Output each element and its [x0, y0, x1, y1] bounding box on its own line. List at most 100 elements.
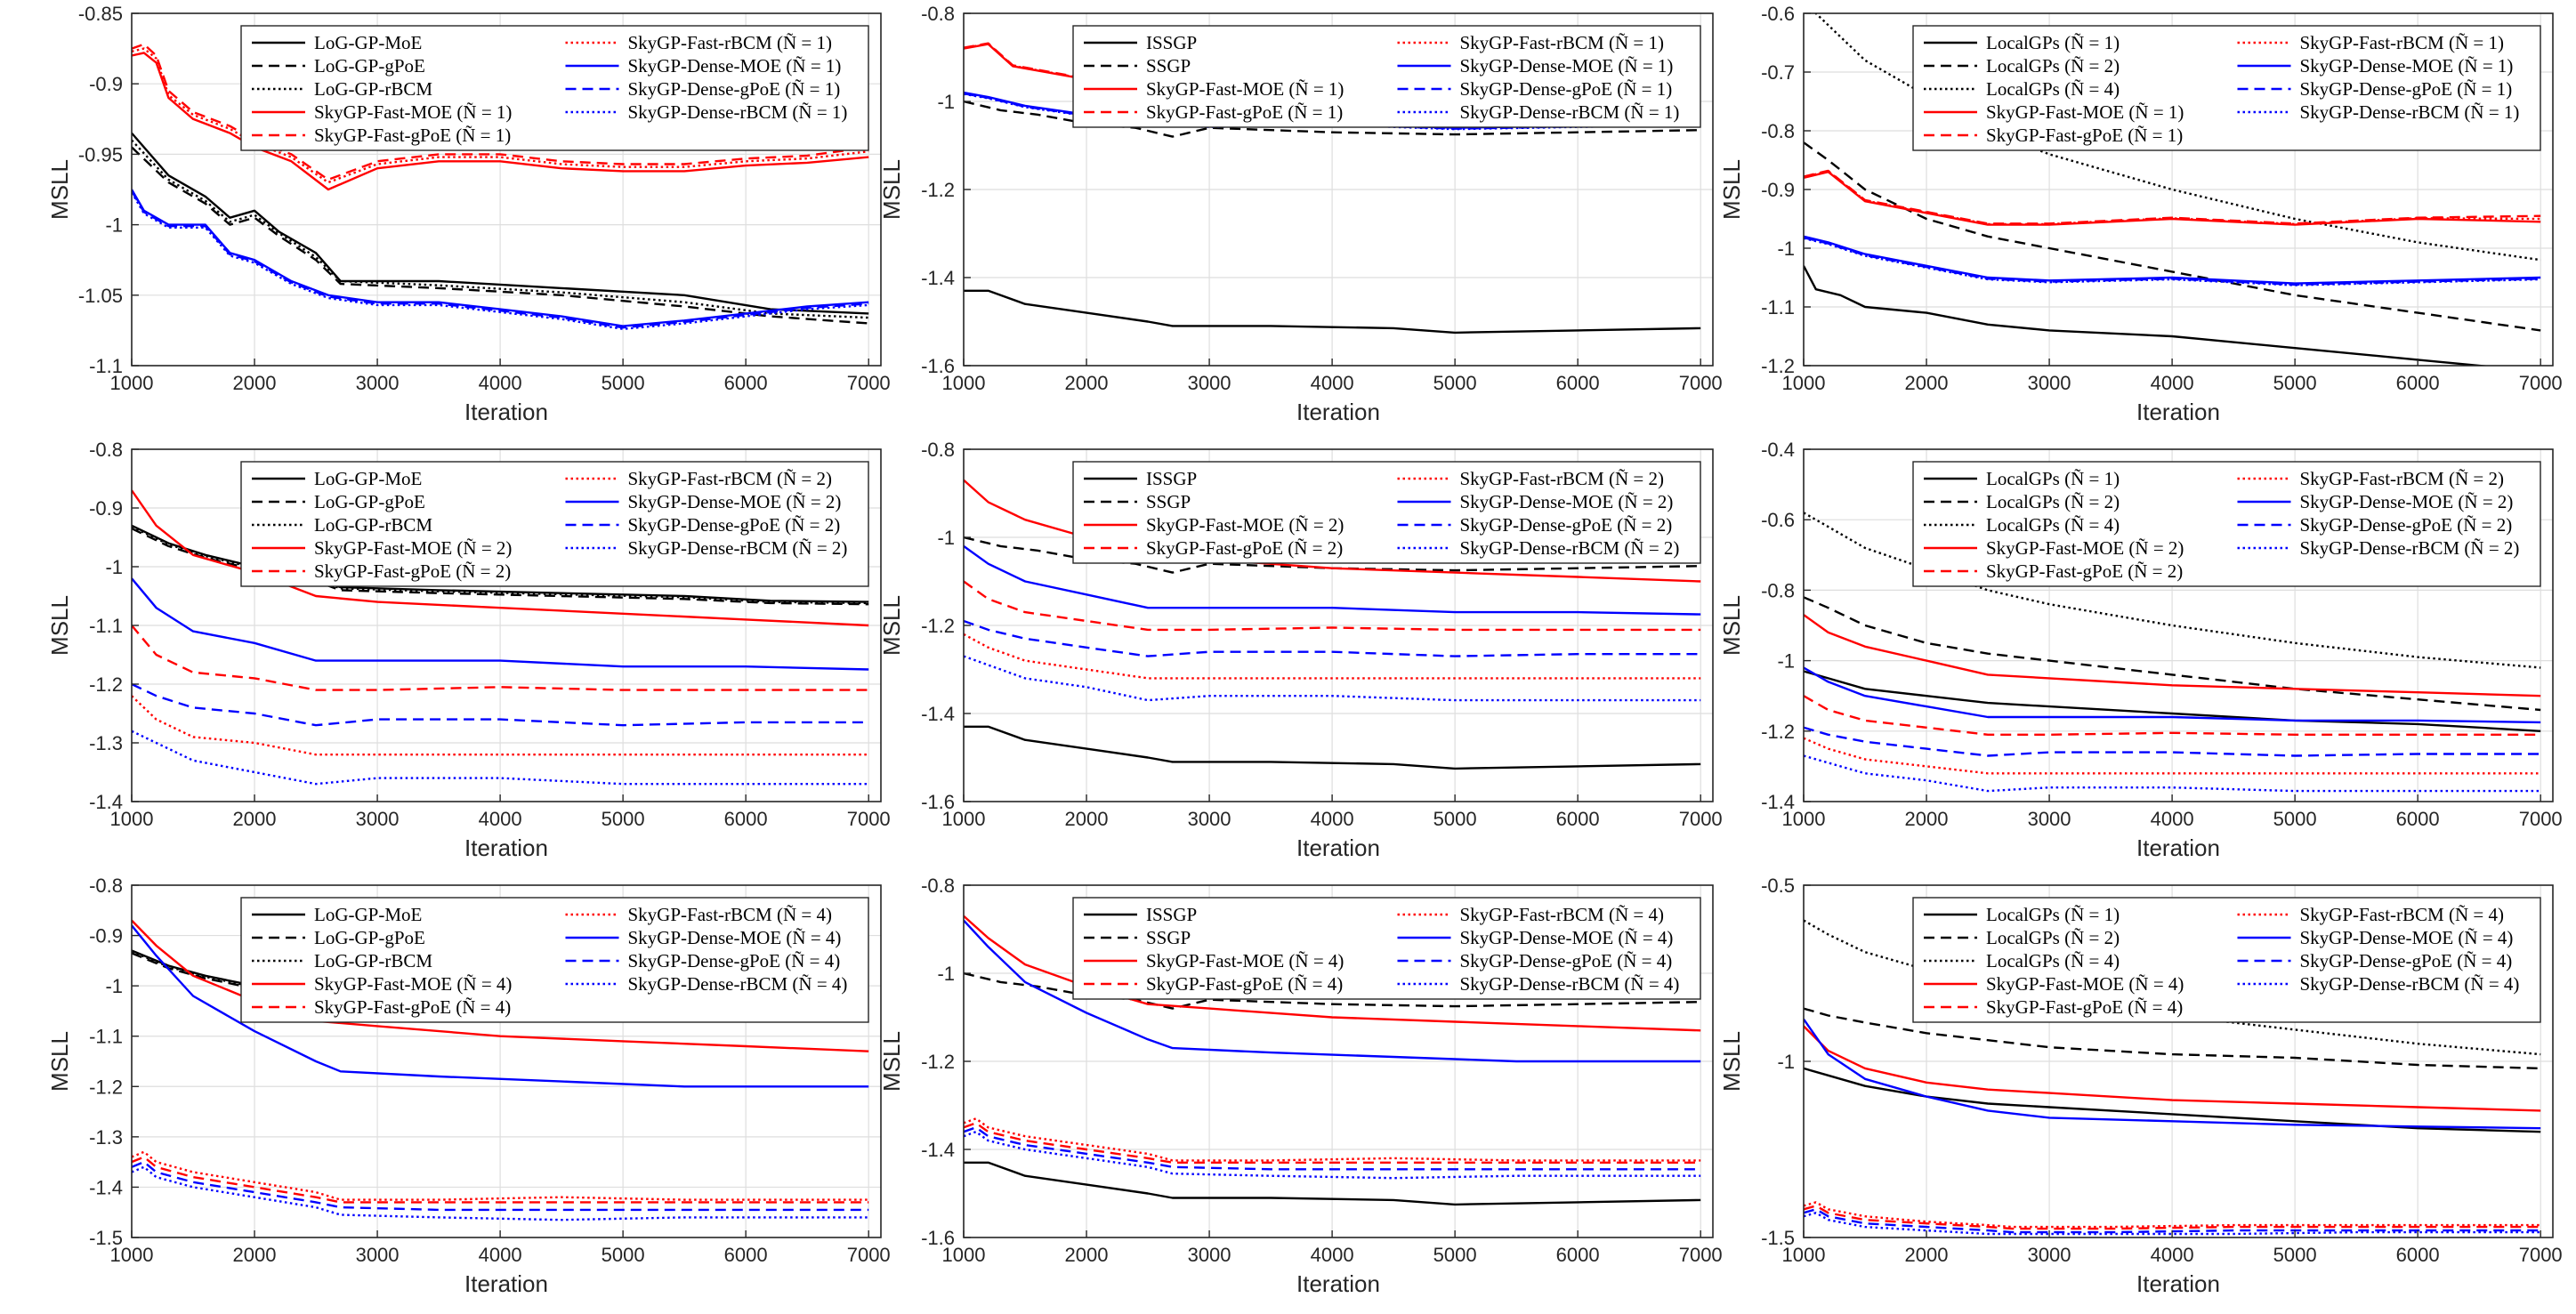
x-tick-label: 5000	[2273, 808, 2317, 830]
series-line-6	[1804, 235, 2541, 285]
series-line-4	[964, 1117, 1701, 1162]
legend-entry-label: SkyGP-Fast-gPoE (Ñ = 1)	[314, 125, 511, 146]
series-line-8	[132, 730, 869, 786]
series-line-7	[964, 93, 1701, 131]
y-tick-label: -1.5	[89, 1227, 123, 1249]
series-line-1	[1804, 1007, 2541, 1070]
x-tick-label: 7000	[847, 808, 891, 830]
series-group	[132, 43, 869, 330]
x-tick-label: 3000	[356, 1244, 400, 1266]
y-tick-label: -1	[1777, 650, 1795, 673]
legend-entry-label: SkyGP-Dense-gPoE (Ñ = 2)	[2300, 514, 2513, 536]
legend-entry-label: SkyGP-Fast-rBCM (Ñ = 2)	[2300, 468, 2504, 489]
legend-entry-label: SkyGP-Dense-MOE (Ñ = 1)	[2300, 55, 2514, 77]
y-tick-label: -0.8	[89, 875, 123, 897]
x-tick-label: 1000	[942, 808, 986, 830]
legend-box	[1072, 25, 1701, 128]
series-line-7	[964, 655, 1701, 702]
legend-entry-label: LocalGPs (Ñ = 2)	[1986, 55, 2120, 77]
y-tick-label: -1	[105, 975, 123, 997]
series-line-0	[1804, 670, 2541, 732]
legend-entry-label: SkyGP-Fast-MOE (Ñ = 2)	[1146, 514, 1344, 536]
x-axis-label: Iteration	[2136, 834, 2220, 861]
legend-entry-label: SkyGP-Dense-gPoE (Ñ = 1)	[628, 78, 841, 100]
legend-entry-label: LocalGPs (Ñ = 4)	[1986, 950, 2120, 971]
y-tick-label: -1.3	[89, 1126, 123, 1149]
series-group	[1804, 13, 2541, 366]
x-tick-label: 6000	[2396, 808, 2440, 830]
x-tick-label: 2000	[233, 1244, 277, 1266]
y-tick-label: -1.4	[89, 1176, 123, 1198]
x-tick-label: 6000	[724, 372, 768, 394]
legend-entry-label: SkyGP-Dense-gPoE (Ñ = 2)	[1460, 514, 1673, 536]
y-tick-label: -1	[937, 963, 955, 985]
legend-entry-label: SkyGP-Fast-MOE (Ñ = 2)	[1986, 537, 2184, 559]
legend-entry-label: LoG-GP-gPoE	[314, 491, 425, 512]
x-tick-label: 4000	[2151, 1244, 2194, 1266]
y-tick-label: -0.9	[89, 73, 123, 95]
legend: LoG-GP-MoELoG-GP-gPoELoG-GP-rBCMSkyGP-Fa…	[240, 897, 869, 1023]
legend: LocalGPs (Ñ = 1)LocalGPs (Ñ = 2)LocalGPs…	[1912, 461, 2541, 587]
x-tick-label: 6000	[1556, 1244, 1600, 1266]
legend-box	[1072, 461, 1701, 564]
x-tick-label: 7000	[847, 372, 891, 394]
legend-entry-label: SkyGP-Dense-rBCM (Ñ = 2)	[2300, 537, 2520, 559]
y-tick-label: -1	[1777, 238, 1795, 260]
x-axis-label: Iteration	[1296, 834, 1380, 861]
legend-entry-label: SkyGP-Dense-gPoE (Ñ = 4)	[2300, 950, 2513, 971]
legend-entry-label: SkyGP-Fast-rBCM (Ñ = 2)	[1460, 468, 1664, 489]
y-tick-label: -0.85	[78, 3, 123, 25]
x-tick-label: 5000	[602, 1244, 645, 1266]
x-tick-label: 3000	[2028, 1244, 2071, 1266]
legend-box	[240, 461, 869, 587]
legend-entry-label: SkyGP-Dense-MOE (Ñ = 1)	[1460, 55, 1674, 77]
series-line-5	[1804, 737, 2541, 775]
legend-entry-label: SkyGP-Dense-gPoE (Ñ = 4)	[628, 950, 841, 971]
series-line-4	[132, 625, 869, 691]
legend-entry-label: SkyGP-Fast-MOE (Ñ = 1)	[1146, 78, 1344, 100]
legend-entry-label: SkyGP-Fast-MOE (Ñ = 4)	[314, 973, 512, 995]
x-tick-label: 7000	[1679, 1244, 1723, 1266]
series-line-3	[132, 52, 869, 191]
x-tick-label: 6000	[724, 808, 768, 830]
x-tick-label: 3000	[2028, 372, 2071, 394]
axes-frame	[131, 884, 882, 1238]
y-tick-label: -1.5	[1761, 1227, 1795, 1249]
y-tick-label: -1.2	[89, 673, 123, 696]
legend-entry-label: SkyGP-Fast-gPoE (Ñ = 2)	[1146, 537, 1343, 559]
x-tick-label: 5000	[602, 808, 645, 830]
y-tick-label: -1	[937, 91, 955, 113]
series-line-0	[132, 132, 869, 315]
x-tick-label: 2000	[1905, 1244, 1949, 1266]
legend-entry-label: LocalGPs (Ñ = 4)	[1986, 78, 2120, 100]
series-line-6	[964, 1126, 1701, 1171]
x-tick-label: 7000	[1679, 372, 1723, 394]
y-tick-label: -1.4	[921, 267, 955, 289]
y-tick-label: -0.9	[1761, 179, 1795, 201]
legend-entry-label: SkyGP-Dense-rBCM (Ñ = 1)	[628, 101, 848, 123]
x-tick-label: 5000	[602, 372, 645, 394]
x-tick-label: 2000	[1065, 1244, 1109, 1266]
series-line-5	[132, 47, 869, 184]
series-line-6	[132, 924, 869, 1088]
y-tick-label: -1.2	[89, 1076, 123, 1098]
x-tick-label: 7000	[2519, 808, 2563, 830]
legend-entry-label: SkyGP-Dense-MOE (Ñ = 4)	[2300, 927, 2514, 948]
y-tick-label: -1.4	[89, 791, 123, 813]
series-line-7	[1804, 726, 2541, 757]
legend-entry-label: SkyGP-Dense-rBCM (Ñ = 4)	[2300, 973, 2520, 995]
y-tick-label: -1.6	[921, 791, 955, 813]
y-tick-label: -1.05	[78, 285, 123, 307]
legend-entry-label: LoG-GP-rBCM	[314, 950, 432, 971]
y-axis-label: MSLL	[1718, 159, 1745, 220]
legend-entry-label: SkyGP-Fast-gPoE (Ñ = 4)	[1986, 996, 2183, 1018]
x-tick-label: 5000	[2273, 372, 2317, 394]
series-group	[964, 915, 1701, 1206]
legend-entry-label: LocalGPs (Ñ = 2)	[1986, 491, 2120, 512]
y-tick-label: -1.1	[89, 1026, 123, 1048]
series-line-5	[132, 695, 869, 756]
x-tick-label: 1000	[942, 372, 986, 394]
x-tick-label: 6000	[1556, 372, 1600, 394]
subplot-r0c0: 1000 2000 3000 4000 5000 6000 7000 -1.1 -1.05 -1 -…	[46, 3, 891, 425]
legend-entry-label: LoG-GP-MoE	[314, 468, 422, 489]
